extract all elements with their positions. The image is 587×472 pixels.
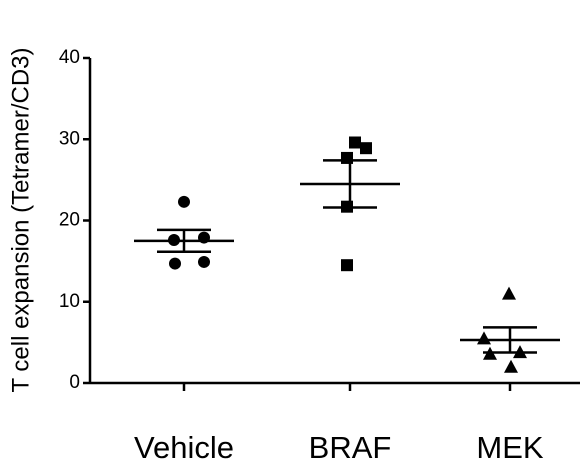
x-tick-label: Vehicle xyxy=(134,430,234,465)
data-point xyxy=(169,257,181,270)
data-point xyxy=(341,259,353,272)
y-tick-label: 30 xyxy=(59,128,80,149)
data-point xyxy=(477,331,491,345)
x-tick-label: MEK xyxy=(476,430,544,465)
data-point xyxy=(349,136,361,149)
data-point xyxy=(504,359,518,373)
y-tick-label: 40 xyxy=(59,47,80,68)
y-tick-label: 20 xyxy=(59,210,80,231)
y-tick-label: 10 xyxy=(59,291,80,312)
data-point xyxy=(502,286,516,300)
y-axis-label: T cell expansion (Tetramer/CD3) xyxy=(7,47,34,392)
x-tick-label: BRAF xyxy=(309,430,392,465)
data-point xyxy=(360,142,372,155)
data-point xyxy=(178,195,190,208)
y-tick-label: 0 xyxy=(69,372,80,393)
data-point xyxy=(198,255,210,268)
